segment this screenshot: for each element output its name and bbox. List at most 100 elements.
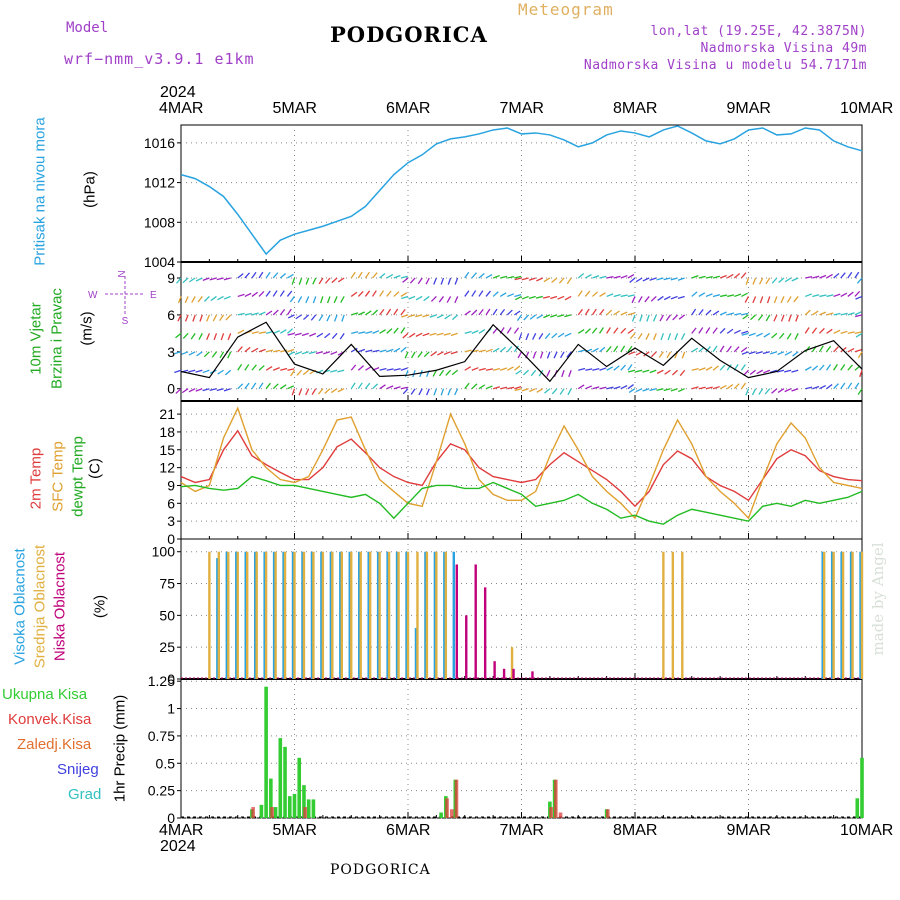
wind-barb: [429, 314, 437, 318]
wind-barb: [288, 351, 295, 356]
wind-barb: [258, 271, 264, 279]
mid-cloud-bar: [841, 551, 845, 679]
wind-barb: [726, 364, 732, 371]
wind-barb: [599, 346, 606, 353]
wind-barb: [286, 290, 293, 297]
wind-barb: [219, 351, 225, 359]
wind-barb: [251, 312, 259, 316]
wind-barb: [237, 364, 243, 371]
wind-barb: [446, 296, 452, 303]
wind-barb: [499, 292, 507, 297]
wind-barb: [454, 388, 459, 396]
wind-barb: [592, 386, 600, 390]
wind-barb: [585, 385, 593, 390]
wind-barb: [195, 369, 203, 373]
wind-barb: [350, 382, 356, 390]
mid-cloud-bar: [832, 551, 835, 679]
wind-barb: [719, 274, 727, 279]
wind-barb: [272, 330, 280, 334]
wind-barb: [393, 308, 399, 316]
wind-barb: [762, 351, 770, 355]
wind-barb: [840, 312, 848, 316]
wind-barb: [415, 332, 423, 337]
bottom-day-label: 4MAR: [159, 822, 204, 839]
wind-barb: [492, 386, 501, 390]
wind-barb: [670, 388, 678, 392]
wind-barb: [272, 367, 280, 371]
wind-barbs: [174, 271, 863, 396]
high-cloud-bar: [263, 551, 266, 679]
wind-barb: [379, 290, 385, 297]
wind-barb: [287, 314, 295, 319]
wind-barb: [386, 290, 392, 297]
wind-barb: [371, 290, 377, 297]
wind-barb: [627, 328, 634, 334]
wind-barb: [757, 314, 764, 321]
wind-barb: [237, 273, 244, 279]
legend-hail: Grad: [68, 786, 102, 803]
wind-barb: [766, 296, 771, 304]
mid-cloud-bar: [321, 551, 325, 679]
wind-barb: [539, 351, 544, 359]
wind-barb: [324, 332, 331, 339]
wind-barb: [671, 369, 679, 376]
wind-barb: [337, 277, 345, 283]
wind-barb: [691, 386, 699, 390]
footer-title: PODGORICA: [330, 862, 431, 878]
wind-barb: [357, 271, 363, 279]
wind-barb: [627, 312, 635, 316]
wind-barb: [606, 275, 614, 279]
tick-label-temp: 3: [167, 513, 175, 529]
wind-barb: [826, 312, 834, 316]
wind-barb: [258, 382, 264, 390]
legend-snow: Snijeg: [57, 761, 99, 778]
wind-barb: [833, 312, 841, 316]
wind-barb: [719, 311, 727, 316]
wind-barb: [670, 295, 678, 300]
wind-barb: [224, 369, 232, 376]
wind-barb: [698, 327, 704, 334]
high-cloud-bar: [310, 551, 314, 679]
wind-barb: [833, 364, 838, 371]
tick-label-precip: 0: [167, 810, 175, 826]
wind-barb: [454, 277, 459, 285]
wind-barb: [290, 369, 296, 377]
wind-barb: [265, 382, 271, 390]
wind-barb: [847, 364, 853, 371]
wind-barb: [698, 386, 706, 390]
high-cloud-bar: [452, 551, 455, 679]
wind-barb: [393, 368, 401, 371]
wind-barb: [771, 388, 778, 394]
wind-barb: [819, 294, 827, 298]
wind-barb: [819, 311, 827, 316]
low-cloud-bar: [493, 661, 496, 679]
wind-barb: [826, 345, 832, 353]
wind-barb: [408, 314, 416, 318]
mid-cloud-bar: [208, 551, 211, 679]
wind-barb: [733, 383, 740, 390]
low-cloud-bar: [455, 564, 458, 679]
wind-barb: [286, 328, 294, 334]
conv-precip-bar: [606, 809, 610, 818]
wind-barb: [507, 386, 515, 390]
wind-barb: [606, 346, 612, 353]
wind-barb: [585, 368, 593, 371]
wind-barb: [492, 291, 499, 297]
wind-barb: [430, 295, 437, 302]
wind-barb: [220, 333, 225, 341]
wind-barb: [177, 314, 182, 322]
wind-barb: [656, 388, 664, 392]
wind-barb: [650, 351, 657, 358]
wind-barb: [364, 290, 371, 297]
mid-cloud-bar: [255, 551, 258, 679]
wind-barb: [443, 351, 451, 355]
wind-barb: [485, 385, 493, 390]
wind-barb: [792, 351, 799, 357]
wind-barb: [244, 272, 251, 279]
wind-barb: [324, 388, 331, 394]
wind-barb: [857, 351, 863, 359]
wind-barb: [195, 277, 203, 282]
wind-barb: [529, 388, 536, 393]
wind-barb: [195, 388, 203, 392]
wind-barb: [350, 271, 356, 279]
